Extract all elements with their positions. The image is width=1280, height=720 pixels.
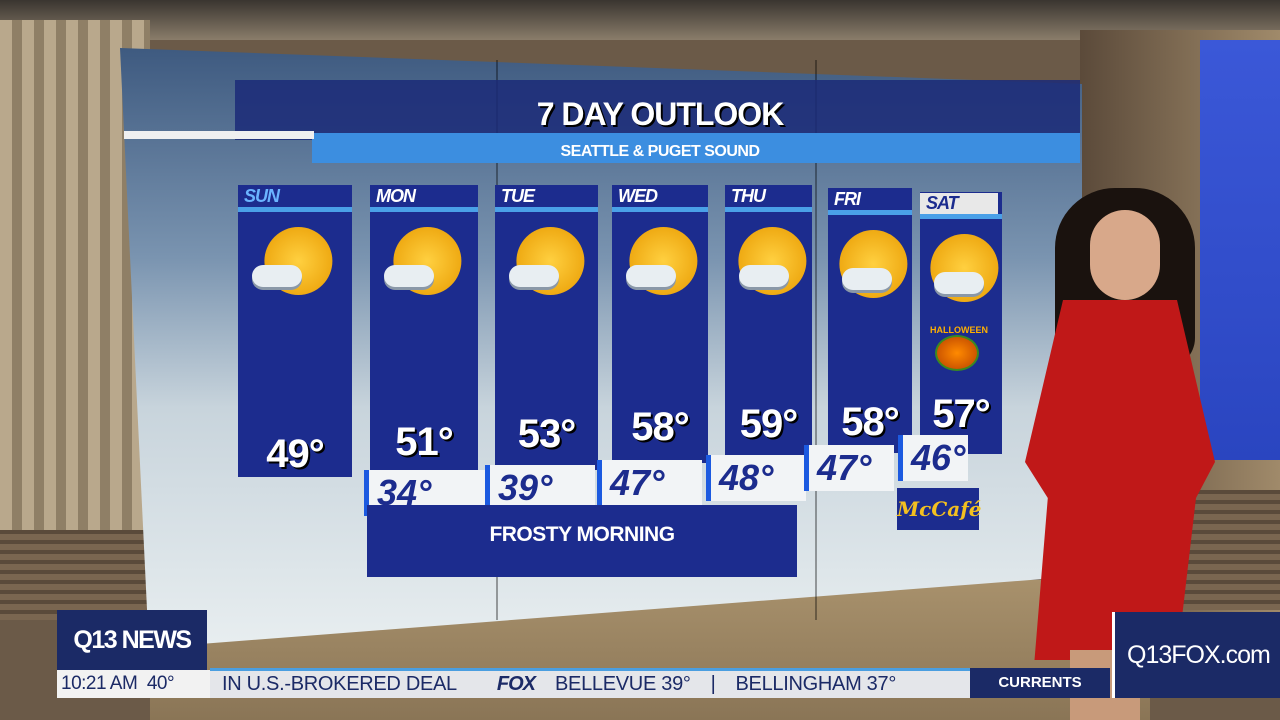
day-label: WED xyxy=(618,186,658,206)
studio-ceiling xyxy=(0,0,1280,40)
high-temp: 51° xyxy=(395,420,454,464)
day-column-fri: FRI 58° xyxy=(828,188,912,453)
forecast-subtitle: SEATTLE & PUGET SOUND xyxy=(560,143,761,160)
presenter-face xyxy=(1090,210,1160,300)
title-band xyxy=(235,80,1080,140)
low-temp: 39° xyxy=(485,465,595,511)
day-label: SAT xyxy=(920,193,998,214)
ticker-headline: IN U.S.-BROKERED DEAL xyxy=(222,673,457,695)
high-temp: 49° xyxy=(266,432,325,476)
halloween-badge: HALLOWEEN xyxy=(930,325,988,335)
forecast-title: 7 DAY OUTLOOK xyxy=(536,96,785,132)
segment-label: CURRENTS xyxy=(970,668,1110,698)
low-temp: 46° xyxy=(898,435,968,481)
stone-wall-left xyxy=(0,530,150,620)
sponsor-logo: McCafé xyxy=(897,488,982,530)
pumpkin-icon xyxy=(935,335,979,371)
day-column-sun: SUN 49° xyxy=(238,185,352,477)
high-temp: 58° xyxy=(841,400,900,444)
forecast-note: FROSTY MORNING xyxy=(367,505,797,577)
ticker-temp: BELLINGHAM 37° xyxy=(735,673,897,695)
high-temp: 57° xyxy=(932,392,991,436)
day-column-mon: MON 51° xyxy=(370,185,478,477)
ticker-separator: | xyxy=(710,673,716,695)
screen-seam xyxy=(815,60,817,620)
fox-logo: FOX xyxy=(496,673,536,695)
day-label: FRI xyxy=(834,189,861,209)
day-label: MON xyxy=(376,186,416,206)
day-accent-bar xyxy=(238,207,352,212)
high-temp: 58° xyxy=(631,405,690,449)
website-label: Q13FOX.com xyxy=(1112,612,1280,698)
day-accent-bar xyxy=(495,207,598,212)
low-temp: 48° xyxy=(706,455,806,501)
subtitle-band xyxy=(312,133,1080,163)
day-accent-bar xyxy=(612,207,708,212)
day-column-wed: WED 58° xyxy=(612,185,708,463)
news-ticker: IN U.S.-BROKERED DEAL FOX BELLEVUE 39° | BEL… xyxy=(210,668,970,698)
low-temp: 47° xyxy=(597,460,702,506)
day-accent-bar xyxy=(828,210,912,215)
accent-line xyxy=(124,131,314,139)
day-column-tue: TUE 53° xyxy=(495,185,598,470)
time-temp: 10:21 AM 40° xyxy=(57,670,210,698)
day-accent-bar xyxy=(920,214,1002,219)
day-column-thu: THU 59° xyxy=(725,185,812,455)
day-column-sat: SAT 57° xyxy=(920,192,1002,454)
day-accent-bar xyxy=(370,207,478,212)
high-temp: 53° xyxy=(517,412,577,456)
station-logo: Q13 NEWS xyxy=(57,610,207,670)
day-accent-bar xyxy=(725,207,812,212)
high-temp: 59° xyxy=(739,402,799,446)
low-temp: 47° xyxy=(804,445,894,491)
current-temp: 40° xyxy=(146,673,175,694)
clock: 10:21 AM xyxy=(61,673,138,694)
studio-blue-panel xyxy=(1200,40,1280,460)
ticker-temp: BELLEVUE 39° xyxy=(555,673,691,695)
day-label: SUN xyxy=(244,186,280,206)
day-label: TUE xyxy=(501,186,535,206)
day-label: THU xyxy=(731,186,766,206)
presenter xyxy=(1025,300,1215,660)
